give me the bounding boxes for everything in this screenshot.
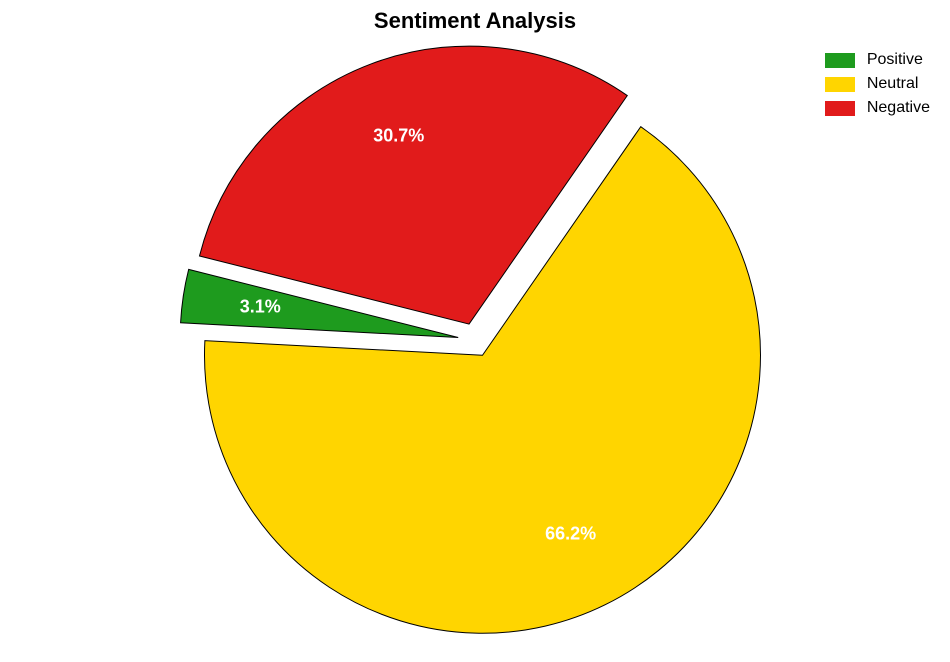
- legend-item-negative: Negative: [825, 96, 930, 120]
- legend: Positive Neutral Negative: [825, 48, 930, 120]
- legend-label-negative: Negative: [867, 99, 930, 117]
- legend-swatch-negative: [825, 101, 855, 116]
- pie-label-negative: 30.7%: [373, 125, 424, 145]
- pie-chart: 30.7% 3.1% 66.2%: [0, 0, 950, 662]
- chart-container: Sentiment Analysis 30.7%3.1%66.2% Positi…: [0, 0, 950, 662]
- legend-item-neutral: Neutral: [825, 72, 930, 96]
- legend-item-positive: Positive: [825, 48, 930, 72]
- legend-swatch-neutral: [825, 77, 855, 92]
- pie-label-positive: 3.1%: [240, 296, 281, 316]
- legend-label-positive: Positive: [867, 51, 923, 69]
- pie-label-neutral: 66.2%: [545, 524, 596, 544]
- legend-label-neutral: Neutral: [867, 75, 919, 93]
- legend-swatch-positive: [825, 53, 855, 68]
